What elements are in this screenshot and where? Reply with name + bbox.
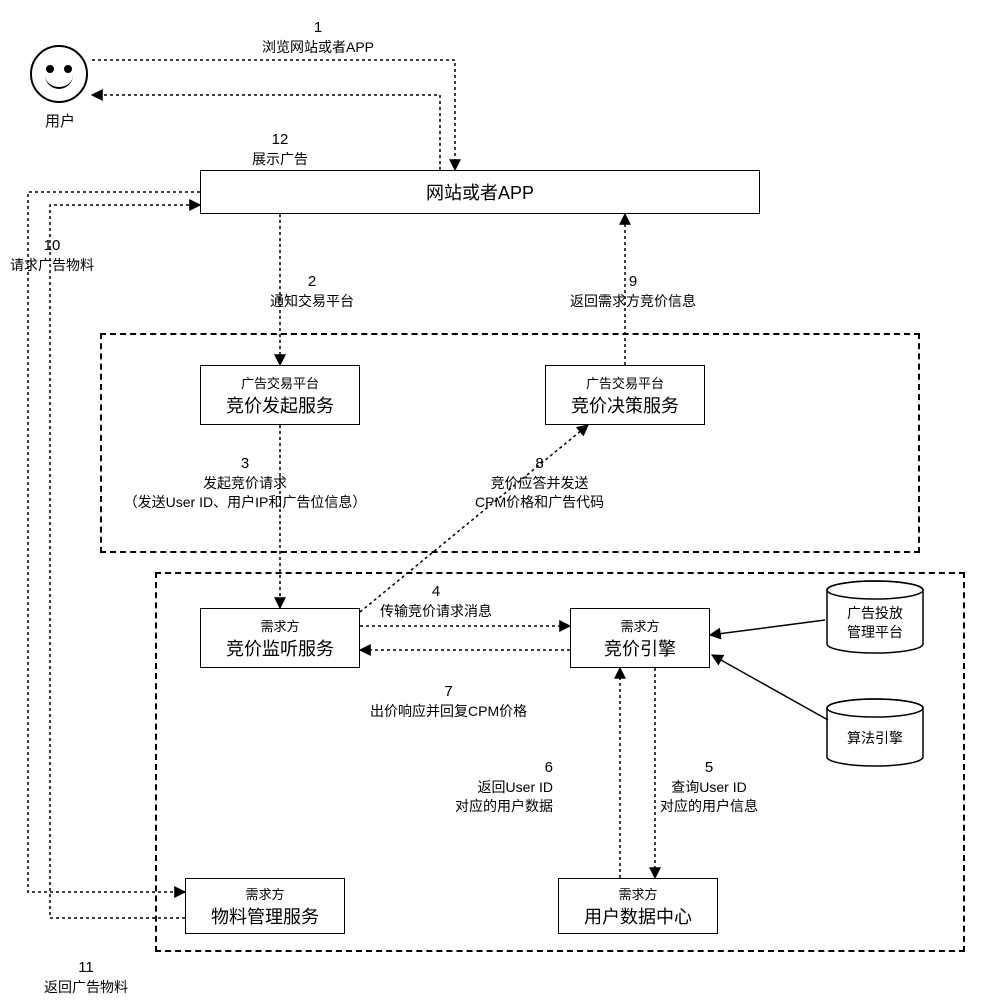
user-label: 用户 [45, 110, 75, 131]
edge-10-label: 10 请求广告物料 [10, 236, 94, 275]
node-bid-init: 广告交易平台 竞价发起服务 [200, 365, 360, 425]
edge-7-label: 7 出价响应并回复CPM价格 [370, 682, 527, 721]
cylinder-ad-mgmt-label: 广告投放管理平台 [847, 594, 903, 640]
edge-8-label: 8 竞价应答并发送 CPM价格和广告代码 [475, 454, 604, 512]
edge-1-label: 1 浏览网站或者APP [262, 18, 374, 57]
cylinder-algo: 算法引擎 [825, 698, 925, 768]
edge-6-label: 6 返回User ID 对应的用户数据 [455, 758, 553, 816]
node-bid-engine: 需求方 竞价引擎 [570, 608, 710, 668]
cylinder-ad-mgmt: 广告投放管理平台 [825, 580, 925, 655]
node-website: 网站或者APP [200, 170, 760, 214]
node-bid-decision: 广告交易平台 竞价决策服务 [545, 365, 705, 425]
user-icon [30, 45, 88, 103]
node-material: 需求方 物料管理服务 [185, 878, 345, 934]
edge-9-label: 9 返回需求方竞价信息 [570, 272, 696, 311]
edge-11-label: 11 返回广告物料 [44, 958, 128, 997]
edge-4-label: 4 传输竞价请求消息 [380, 582, 492, 621]
edge-3-label: 3 发起竞价请求 （发送User ID、用户IP和广告位信息） [105, 454, 385, 512]
edge-5-label: 5 查询User ID 对应的用户信息 [660, 758, 758, 816]
edge-12-label: 12 展示广告 [252, 130, 308, 169]
cylinder-algo-label: 算法引擎 [847, 719, 903, 747]
node-bid-listen: 需求方 竞价监听服务 [200, 608, 360, 668]
edge-2-label: 2 通知交易平台 [270, 272, 354, 311]
node-user-center: 需求方 用户数据中心 [558, 878, 718, 934]
